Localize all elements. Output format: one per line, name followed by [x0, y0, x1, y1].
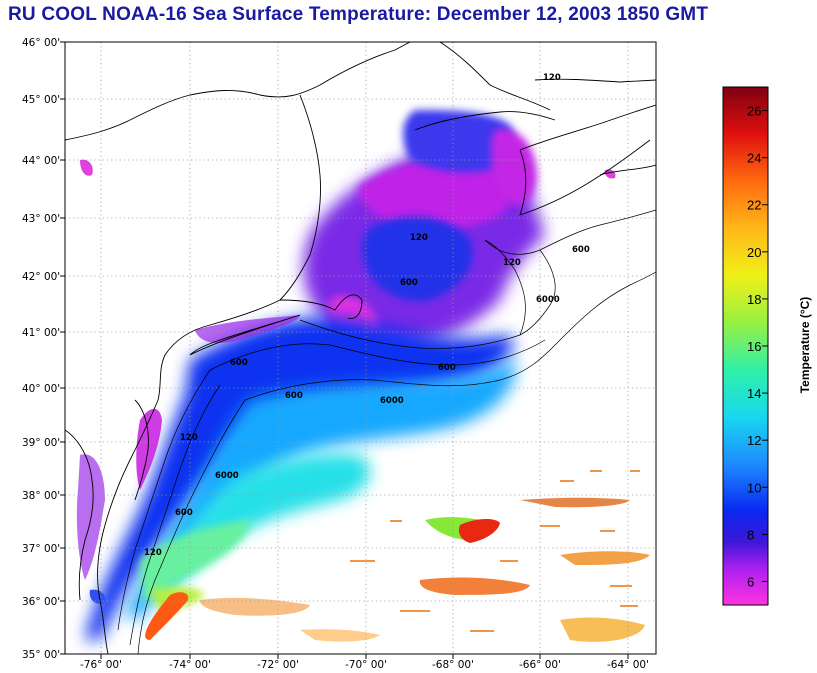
gulf-stream-band-6: [300, 629, 380, 642]
bay-of-fundy-blue: [403, 110, 514, 172]
lat-label: 43° 00': [22, 213, 60, 225]
colorbar-ticks: 26 24 22 20 18 16 14 12 10 8 6: [747, 104, 768, 589]
delaware-bay-magenta: [136, 408, 162, 490]
contour-label: 600: [400, 278, 418, 288]
warm-eddy-red: [458, 519, 500, 543]
longitude-labels: -76° 00' -74° 00' -72° 00' -70° 00' -68°…: [80, 659, 649, 671]
gulf-stream-band-2: [560, 551, 650, 565]
colorbar-tick-label: 8: [747, 527, 754, 542]
contour-label: 600: [438, 363, 456, 373]
scattered-warm-pixels: [350, 470, 640, 632]
colorbar-tick-label: 10: [747, 480, 761, 495]
contour-label: 120: [144, 548, 162, 558]
lat-label: 46° 00': [22, 37, 60, 49]
lon-label: -66° 00': [519, 659, 561, 671]
slope-water-turquoise: [150, 453, 371, 600]
contour-label: 6000: [215, 471, 239, 481]
lon-label: -74° 00': [169, 659, 211, 671]
colorbar-tick-label: 20: [747, 245, 761, 260]
contour-label: 600: [572, 245, 590, 255]
gulf-stream-band-4: [200, 597, 310, 616]
gulf-stream-warm-core: [145, 592, 189, 640]
contour-label: 120: [410, 233, 428, 243]
colorbar-tick-label: 16: [747, 339, 761, 354]
contour-label: 120: [180, 433, 198, 443]
colorbar-tick-label: 24: [747, 151, 761, 166]
lat-label: 35° 00': [22, 649, 60, 661]
lat-label: 36° 00': [22, 596, 60, 608]
cape-hatteras-green: [140, 520, 250, 605]
colorbar-tick-label: 22: [747, 198, 761, 213]
coastline: [65, 42, 656, 654]
colorbar: 26 24 22 20 18 16 14 12 10 8 6 Temperature (°C): [722, 86, 812, 606]
slope-water-cyan: [125, 360, 516, 620]
latitude-labels: 35° 00' 36° 00' 37° 00' 38° 00' 39° 00' …: [22, 37, 60, 661]
colorbar-tick-label: 6: [747, 574, 754, 589]
lat-label: 40° 00': [22, 383, 60, 395]
contour-label: 6000: [380, 396, 404, 406]
colorbar-scale: [722, 86, 769, 606]
gulf-stream-band-5: [520, 497, 630, 508]
lat-label: 42° 00': [22, 271, 60, 283]
gulf-of-maine-blue-core: [362, 216, 473, 301]
lat-label: 38° 00': [22, 490, 60, 502]
lat-label: 41° 00': [22, 327, 60, 339]
gulf-stream-band-3: [560, 617, 645, 642]
contour-label: 600: [175, 508, 193, 518]
axis-ticks: [60, 41, 629, 659]
long-island-sound-purple: [195, 315, 300, 343]
colorbar-title: Temperature (°C): [798, 297, 812, 394]
lat-label: 45° 00': [22, 94, 60, 106]
contour-label: 600: [285, 391, 303, 401]
contour-label: 6000: [536, 295, 560, 305]
lon-label: -64° 00': [607, 659, 649, 671]
map-title: RU COOL NOAA-16 Sea Surface Temperature:…: [8, 4, 709, 25]
lake-magenta: [80, 159, 93, 176]
bathymetry-contours: [117, 209, 656, 654]
contour-label: 120: [503, 258, 521, 268]
colorbar-tick-label: 12: [747, 433, 761, 448]
contour-label: 120: [543, 73, 561, 83]
lon-label: -72° 00': [257, 659, 299, 671]
graticule: [65, 42, 656, 654]
lon-label: -70° 00': [345, 659, 387, 671]
mid-atlantic-shelf-blue: [85, 317, 513, 640]
contour-label: 600: [230, 358, 248, 368]
colorbar-tick-label: 18: [747, 292, 761, 307]
map-frame: [64, 41, 657, 655]
contour-labels: 120 600 6000 120 600 6000 600 600 6000 1…: [144, 73, 590, 558]
lat-label: 44° 00': [22, 155, 60, 167]
gulf-of-maine-magenta: [359, 157, 513, 231]
lat-label: 39° 00': [22, 437, 60, 449]
lon-label: -76° 00': [80, 659, 122, 671]
colorbar-tick-label: 14: [747, 386, 761, 401]
lon-label: -68° 00': [432, 659, 474, 671]
lat-label: 37° 00': [22, 543, 60, 555]
gulf-stream-band-1: [419, 577, 530, 595]
colorbar-tick-label: 26: [747, 104, 761, 119]
